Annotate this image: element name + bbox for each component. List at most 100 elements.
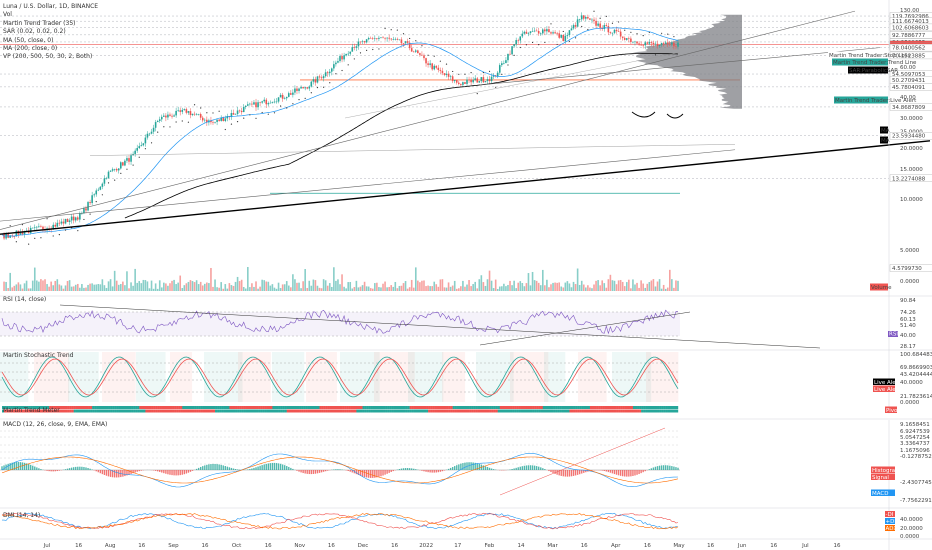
trend-meter-cell (639, 406, 642, 409)
trend-meter-cell (186, 406, 189, 409)
trend-meter-cell (28, 406, 31, 409)
candle-body (255, 102, 257, 108)
candle-body (68, 220, 71, 222)
trend-meter-cell (284, 406, 287, 409)
rsi-support-line (479, 311, 691, 346)
candle-body (179, 110, 182, 112)
volume-bar (371, 288, 374, 291)
candle-body (472, 79, 474, 83)
sar-dot (482, 71, 484, 74)
candle-body (320, 77, 323, 79)
volume-bar (466, 284, 468, 291)
macd-hist-bar (79, 466, 81, 470)
trend-meter-cell (6, 409, 9, 413)
x-tick-label: 14 (518, 543, 525, 549)
volume-bar (27, 288, 30, 291)
volume-bar (187, 281, 190, 291)
trend-meter-cell (178, 406, 181, 409)
trend-meter-cell (637, 406, 640, 409)
candle-body (124, 160, 126, 166)
trend-meter-cell (641, 406, 644, 409)
macd-hist-bar (320, 470, 323, 473)
macd-hist-bar (349, 470, 351, 472)
trend-meter-cell (534, 409, 537, 413)
macd-hist-bar (324, 470, 327, 472)
stoch-tag (873, 385, 895, 392)
trend-meter-cell (2, 409, 5, 413)
macd-hist-bar (230, 467, 233, 470)
volume-bar (439, 279, 442, 291)
legend-mtt: Martin Trend Trader (35) (3, 19, 76, 27)
trend-meter-cell (237, 406, 240, 409)
trend-meter-cell (376, 409, 380, 413)
candle-body (316, 76, 319, 83)
volume-bar (367, 286, 370, 291)
ma200-line (124, 53, 679, 219)
macd-hist-bar (617, 470, 620, 476)
candle-body (148, 133, 151, 135)
trend-meter-cell (464, 409, 468, 413)
volume-bar (353, 287, 356, 291)
volume-bar (560, 286, 563, 291)
candle-body (109, 170, 112, 172)
stoch-level-label: 0.0000 (900, 400, 920, 406)
trend-meter-cell (137, 409, 140, 413)
trend-meter-cell (630, 406, 634, 409)
macd-hist-bar (538, 466, 540, 470)
trend-meter-cell (510, 409, 513, 413)
trend-meter-cell (661, 409, 664, 413)
candle-body (406, 41, 409, 43)
volume-bar (115, 280, 118, 291)
trend-meter-cell (438, 409, 441, 413)
trend-meter-cell (419, 406, 423, 409)
volume-bar (324, 280, 327, 291)
candle-body (501, 63, 503, 66)
volume-bar (484, 285, 487, 291)
candle-body (380, 37, 382, 39)
candle-body (371, 38, 374, 39)
volume-bar (660, 288, 663, 291)
trend-meter-cell (96, 409, 99, 413)
macd-hist-bar (175, 470, 177, 476)
trend-meter-cell (266, 406, 269, 409)
candle-body (455, 79, 458, 83)
trend-meter-cell (36, 406, 40, 409)
macd-hist-bar (202, 466, 204, 470)
trend-meter-title: Martin Trend Meter (3, 407, 60, 414)
volume-bar (623, 286, 626, 291)
trend-meter-cell (10, 406, 13, 409)
trend-meter-cell (559, 409, 562, 413)
y-tick-label: 20.0000 (900, 146, 923, 152)
trend-meter-cell (282, 409, 285, 413)
macd-hist-bar (261, 465, 263, 470)
trend-meter-cell (120, 406, 124, 409)
trend-meter-cell (380, 406, 384, 409)
volume-bar (201, 285, 204, 291)
volume-bar (93, 284, 95, 291)
trend-meter-cell (575, 406, 578, 409)
trend-meter-cell (61, 409, 64, 413)
candle-body (15, 230, 18, 237)
trend-meter-cell (417, 406, 421, 409)
volume-bar (542, 269, 544, 291)
macd-hist-bar (531, 465, 534, 470)
candle-body (154, 122, 157, 128)
trend-meter-cell (98, 406, 101, 409)
candle-body (339, 56, 341, 62)
candle-body (331, 68, 333, 72)
candle-body (595, 20, 597, 26)
candle-body (197, 114, 200, 115)
stoch-zone (204, 352, 243, 402)
volume-bar (615, 284, 618, 291)
candle-body (199, 114, 202, 118)
trend-meter-cell (665, 409, 668, 413)
macd-hist-bar (109, 470, 112, 477)
trend-meter-cell (600, 409, 603, 413)
trend-meter-cell (67, 409, 70, 413)
trend-meter-cell (622, 406, 625, 409)
candle-body (623, 37, 626, 40)
trend-meter-cell (155, 406, 158, 409)
macd-hist-bar (197, 467, 200, 470)
trend-meter-cell (413, 406, 416, 409)
